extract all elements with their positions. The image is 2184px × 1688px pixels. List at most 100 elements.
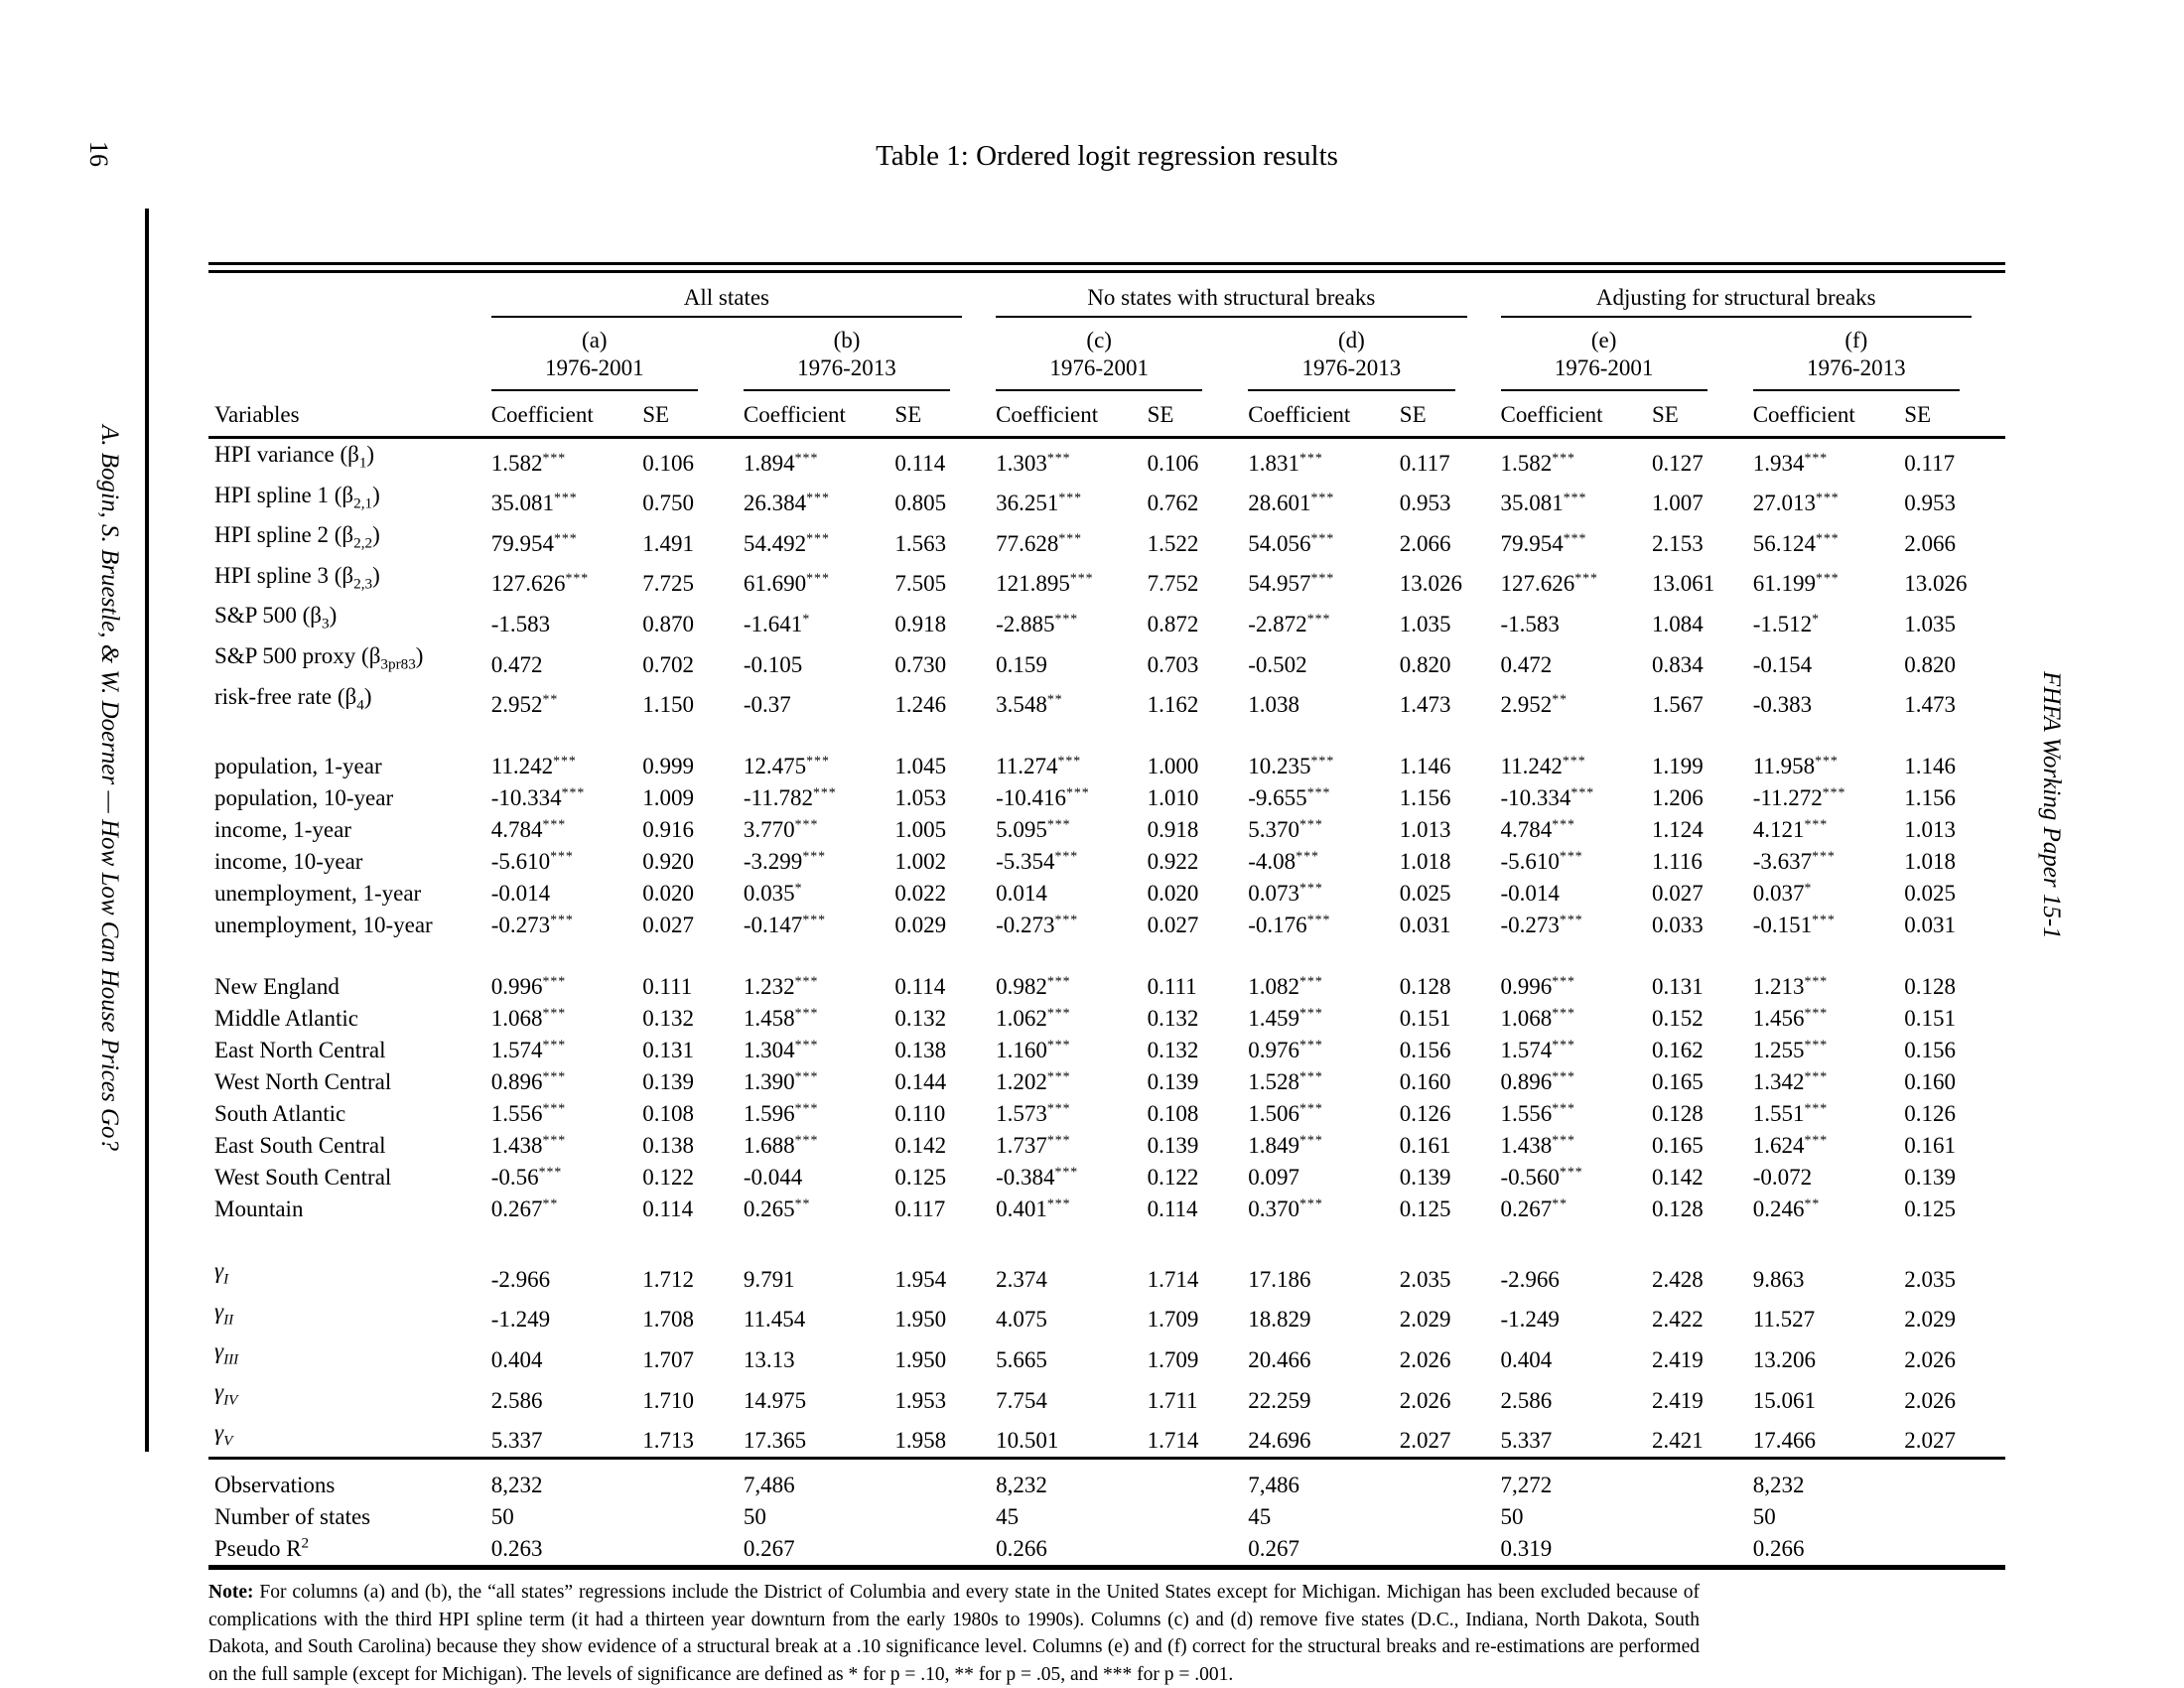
table-row: New England 0.996*** 0.111 1.232*** 0.114 0.9… [208, 971, 2005, 1003]
se-value: 0.117 [1904, 450, 1956, 476]
coefficient-value: -0.37 [743, 692, 791, 718]
table-row: West North Central 0.896*** 0.139 1.390*** 0… [208, 1066, 2005, 1098]
se-value: 0.020 [1147, 881, 1199, 907]
coefficient-value: 5.665 [996, 1346, 1047, 1372]
row-label: S&P 500 proxy (β3pr83) [214, 642, 424, 673]
coefficient-value: -0.56*** [490, 1164, 563, 1191]
se-value: 1.711 [1147, 1387, 1198, 1413]
coefficient-value: -1.249 [1500, 1307, 1560, 1333]
se-value: 0.114 [894, 974, 946, 1000]
summary-row: Observations 8,232 7,486 8,232 7,486 7,272 8,2… [208, 1457, 2005, 1502]
coefficient-value: 0.265** [743, 1196, 811, 1222]
table-row: West South Central -0.56*** 0.122 -0.044 0.1… [208, 1162, 2005, 1194]
note-label: Note: [208, 1582, 254, 1604]
coefficient-value: 1.688*** [743, 1132, 819, 1159]
se-value: 1.002 [894, 849, 947, 875]
row-label: unemployment, 10-year [214, 913, 433, 938]
column-period: 1976-2013 [1301, 355, 1402, 380]
summary-value: 50 [490, 1504, 514, 1530]
table-row: S&P 500 proxy (β3pr83) 0.472 0.702 -0.105 0.… [208, 640, 2005, 681]
se-value: 0.108 [642, 1101, 694, 1127]
se-header: SE [1399, 391, 1501, 439]
coefficient-value: 0.035* [743, 880, 803, 907]
column-header: (b) 1976-2013 [743, 327, 951, 391]
se-value: 0.025 [1904, 881, 1956, 907]
row-label: HPI spline 3 (β2,3) [214, 562, 380, 593]
coefficient-value: -5.610*** [1500, 848, 1583, 875]
row-label: Pseudo R2 [214, 1534, 310, 1562]
coefficient-value: 11.242*** [1500, 753, 1586, 779]
se-value: 2.419 [1652, 1387, 1704, 1413]
coefficient-value: 54.056*** [1248, 530, 1335, 556]
se-value: 1.714 [1147, 1428, 1199, 1454]
summary-value: 45 [1248, 1504, 1272, 1530]
coefficient-value: 2.374 [996, 1266, 1047, 1292]
coefficient-value: 1.082*** [1248, 973, 1323, 1000]
coefficient-value: 1.202*** [996, 1068, 1071, 1095]
se-value: 0.131 [642, 1038, 694, 1063]
column-period: 1976-2001 [544, 355, 644, 380]
coefficient-value: 79.954*** [1500, 530, 1587, 556]
coefficient-value: 5.095*** [996, 816, 1071, 843]
se-value: 2.026 [1399, 1387, 1451, 1413]
se-value: 0.114 [894, 450, 946, 476]
se-value: 2.066 [1904, 530, 1956, 556]
coefficient-value: -0.105 [743, 651, 803, 677]
summary-value: 7,486 [1248, 1457, 1501, 1502]
coefficient-value: -0.151*** [1752, 912, 1836, 938]
se-value: 2.026 [1399, 1346, 1451, 1372]
se-value: 0.111 [1147, 974, 1197, 1000]
se-value: 0.916 [642, 817, 694, 843]
summary-value: 0.263 [490, 1536, 543, 1562]
group-header: Adjusting for structural breaks [1500, 285, 1972, 318]
se-value: 1.709 [1147, 1307, 1199, 1333]
coefficient-value: 0.159 [996, 651, 1047, 677]
se-value: 0.139 [1904, 1165, 1956, 1191]
column-period: 1976-2013 [797, 355, 896, 380]
se-value: 2.029 [1399, 1307, 1451, 1333]
se-value: 0.033 [1652, 913, 1704, 938]
column-header: (f) 1976-2013 [1752, 327, 1960, 391]
coefficient-value: 0.037* [1752, 880, 1813, 907]
row-label: income, 1-year [214, 817, 351, 843]
coefficient-value: -0.176*** [1248, 912, 1331, 938]
coefficient-value: 1.556*** [1500, 1100, 1575, 1127]
coefficient-value: 12.475*** [743, 753, 830, 779]
se-value: 0.027 [1147, 913, 1199, 938]
coefficient-value: 2.586 [1500, 1387, 1553, 1413]
column-header: (e) 1976-2001 [1500, 327, 1707, 391]
se-value: 1.958 [894, 1428, 947, 1454]
coefficient-header: Coefficient [1248, 391, 1400, 439]
table-row: Middle Atlantic 1.068*** 0.132 1.458*** 0.13… [208, 1003, 2005, 1035]
row-label: population, 1-year [214, 754, 382, 779]
summary-value: 50 [743, 1504, 766, 1530]
table-row: income, 1-year 4.784*** 0.916 3.770*** 1.005… [208, 814, 2005, 846]
coefficient-value: 61.199*** [1752, 570, 1840, 597]
coefficient-value: 77.628*** [996, 530, 1083, 556]
regression-table: All states No states with structural bre… [208, 273, 2005, 1565]
se-value: 0.151 [1399, 1006, 1451, 1032]
coefficient-value: 13.13 [743, 1346, 795, 1372]
se-value: 1.563 [894, 530, 947, 556]
coefficient-value: -0.384*** [996, 1164, 1079, 1191]
coefficient-value: -2.966 [490, 1266, 551, 1292]
row-label: HPI spline 1 (β2,1) [214, 482, 380, 512]
se-value: 0.953 [1904, 491, 1956, 516]
coefficient-value: 127.626*** [490, 570, 590, 597]
coefficient-header: Coefficient [996, 391, 1148, 439]
coefficient-value: -0.044 [743, 1165, 803, 1191]
coefficient-value: 28.601*** [1248, 490, 1335, 516]
coefficient-value: 1.213*** [1752, 973, 1829, 1000]
coefficient-value: 5.370*** [1248, 816, 1323, 843]
coefficient-value: 1.062*** [996, 1005, 1071, 1032]
coefficient-value: 0.976*** [1248, 1037, 1323, 1063]
se-value: 1.018 [1399, 849, 1451, 875]
coefficient-value: 1.232*** [743, 973, 819, 1000]
se-value: 1.084 [1652, 611, 1704, 636]
table-row: HPI spline 1 (β2,1) 35.081*** 0.750 26.384*… [208, 480, 2005, 520]
coefficient-value: 1.390*** [743, 1068, 819, 1095]
se-value: 13.026 [1399, 571, 1463, 597]
se-value: 13.026 [1904, 571, 1968, 597]
coefficient-value: -0.014 [1500, 881, 1560, 907]
coefficient-value: 1.737*** [996, 1132, 1071, 1159]
